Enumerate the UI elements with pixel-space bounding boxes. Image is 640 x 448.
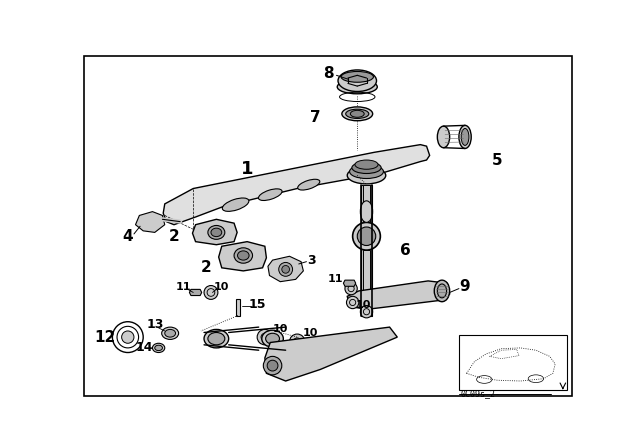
Text: 6: 6 — [399, 243, 410, 258]
Ellipse shape — [259, 189, 282, 201]
Ellipse shape — [298, 179, 320, 190]
Ellipse shape — [338, 70, 376, 91]
Ellipse shape — [346, 109, 369, 118]
Ellipse shape — [208, 225, 225, 239]
Text: 5: 5 — [492, 152, 502, 168]
Ellipse shape — [262, 330, 284, 347]
Ellipse shape — [349, 165, 383, 178]
Text: 10: 10 — [356, 300, 371, 310]
Circle shape — [289, 334, 305, 349]
Ellipse shape — [360, 201, 372, 222]
Text: 1: 1 — [241, 160, 253, 178]
Circle shape — [345, 282, 357, 295]
Ellipse shape — [437, 284, 447, 298]
Polygon shape — [193, 220, 237, 245]
Ellipse shape — [155, 345, 163, 351]
Circle shape — [257, 329, 273, 345]
Polygon shape — [348, 281, 450, 310]
Bar — [363, 250, 371, 315]
Ellipse shape — [461, 129, 469, 146]
Text: 15: 15 — [248, 298, 266, 311]
Circle shape — [357, 227, 376, 246]
Circle shape — [282, 266, 289, 273]
Ellipse shape — [355, 160, 378, 169]
Ellipse shape — [350, 110, 364, 117]
Text: 0C09s_2-: 0C09s_2- — [460, 389, 500, 398]
Ellipse shape — [348, 167, 386, 184]
Text: 10: 10 — [273, 324, 288, 334]
Circle shape — [263, 356, 282, 375]
Bar — [459, 335, 566, 390]
Ellipse shape — [211, 228, 221, 237]
Ellipse shape — [164, 329, 175, 337]
Bar — [361, 185, 372, 315]
Polygon shape — [219, 241, 266, 271]
Polygon shape — [189, 289, 202, 296]
Ellipse shape — [352, 162, 381, 173]
Text: 8: 8 — [323, 66, 333, 81]
Text: 14: 14 — [136, 341, 154, 354]
Circle shape — [204, 285, 218, 299]
Polygon shape — [344, 280, 356, 286]
Text: 4: 4 — [122, 229, 133, 244]
Text: 11: 11 — [175, 282, 191, 292]
Ellipse shape — [234, 248, 253, 263]
Ellipse shape — [341, 72, 373, 82]
Ellipse shape — [208, 332, 225, 345]
Text: 3: 3 — [307, 254, 316, 267]
Circle shape — [346, 296, 359, 309]
Ellipse shape — [337, 80, 378, 94]
Text: 2: 2 — [168, 229, 179, 244]
Ellipse shape — [435, 280, 450, 302]
Ellipse shape — [237, 251, 249, 260]
Circle shape — [353, 222, 380, 250]
Polygon shape — [163, 145, 429, 225]
Polygon shape — [265, 327, 397, 381]
Polygon shape — [268, 256, 303, 282]
Text: 12: 12 — [94, 330, 115, 345]
Ellipse shape — [204, 329, 228, 348]
Text: 10: 10 — [214, 282, 229, 292]
Ellipse shape — [162, 327, 179, 340]
Ellipse shape — [437, 126, 450, 148]
Circle shape — [267, 360, 278, 371]
Circle shape — [360, 306, 372, 318]
Circle shape — [279, 263, 292, 276]
Text: 2: 2 — [201, 260, 212, 276]
Bar — [363, 185, 371, 222]
Ellipse shape — [266, 333, 280, 344]
Ellipse shape — [222, 198, 249, 211]
Polygon shape — [136, 211, 164, 233]
Text: 10: 10 — [303, 327, 318, 337]
Text: 13: 13 — [146, 318, 163, 332]
Circle shape — [122, 331, 134, 343]
Text: 11: 11 — [328, 274, 344, 284]
Ellipse shape — [152, 343, 164, 353]
Bar — [236, 299, 240, 315]
Text: 7: 7 — [310, 110, 320, 125]
Ellipse shape — [459, 125, 471, 148]
Ellipse shape — [342, 107, 372, 121]
Text: 9: 9 — [460, 279, 470, 294]
